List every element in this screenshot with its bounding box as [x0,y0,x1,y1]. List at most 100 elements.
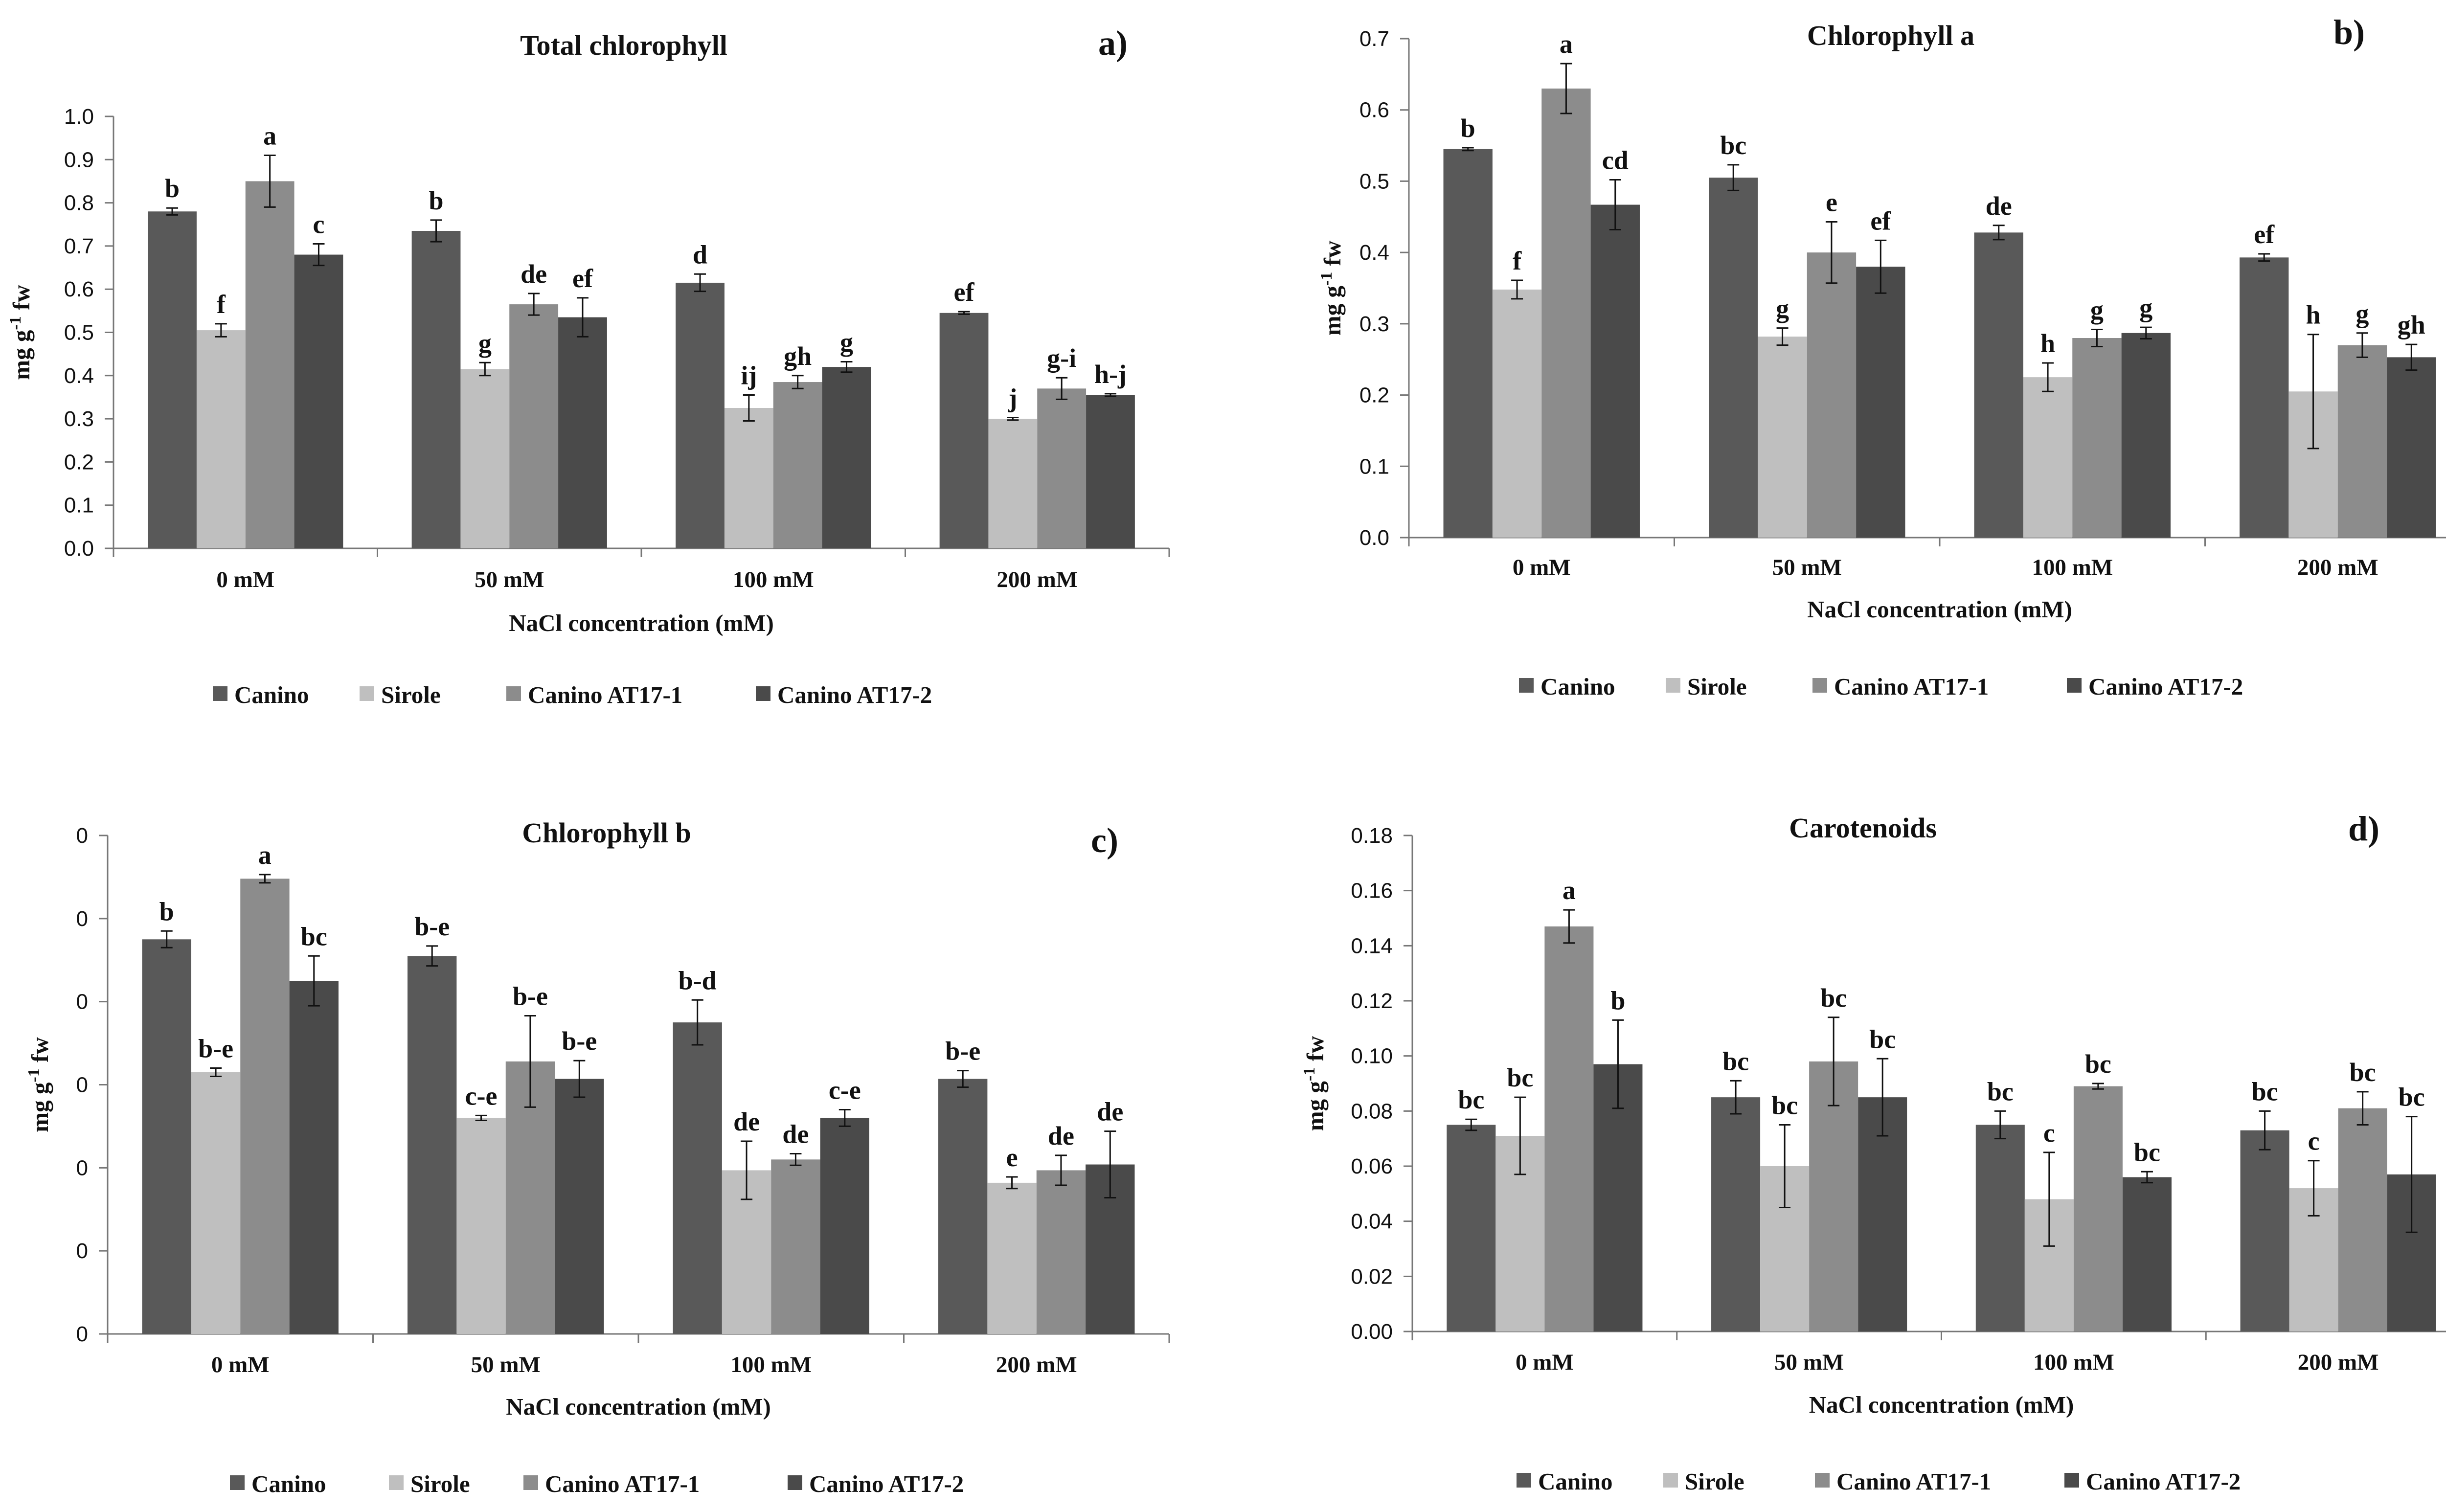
bar [1975,1125,2025,1331]
y-tick-label: 0.7 [1359,27,1389,51]
legend-swatch [230,1475,245,1490]
significance-label: bc [1507,1063,1533,1092]
significance-label: bc [1869,1024,1896,1054]
y-tick-label: 0.4 [64,364,94,388]
panel-label: d) [2348,809,2379,848]
significance-label: de [782,1119,809,1149]
bar [1711,1097,1761,1331]
y-tick-label: 0.10 [1351,1044,1393,1068]
y-tick-label: 0 [76,1239,88,1263]
legend-swatch [788,1475,802,1490]
y-tick-label: 0 [76,1156,88,1180]
x-tick-label: 100 mM [2033,1350,2114,1375]
significance-label: de [1097,1097,1123,1127]
legend-swatch [1815,1473,1830,1488]
y-axis-title: mg g-1 fw [1300,1036,1329,1131]
significance-label: de [521,259,547,289]
significance-label: g [2139,293,2152,322]
legend-label: Canino AT17-1 [1836,1468,1991,1495]
y-tick-label: 0.12 [1351,989,1393,1013]
significance-label: b-e [513,982,548,1011]
y-tick-label: 0.08 [1351,1099,1393,1123]
panel-label: c) [1091,821,1118,860]
legend-label: Sirole [1687,673,1747,700]
bar [773,382,822,548]
bar [676,282,725,548]
y-axis-title-sup: -1 [6,316,24,330]
bar [196,330,246,548]
panel-label: a) [1098,23,1128,63]
bar [2338,1108,2387,1331]
legend-swatch [523,1475,538,1490]
y-tick-label: 0.8 [64,191,94,215]
legend-swatch [389,1475,404,1490]
significance-label: f [1513,246,1522,275]
significance-label: b [429,186,444,215]
bar [2023,377,2073,538]
legend-label: Sirole [381,681,441,708]
bar [988,419,1038,548]
significance-label: de [1986,191,2012,221]
significance-label: bc [2085,1049,2111,1079]
chart-panel-c: 0 0 0 0 0 0 0 0 mM 50 mM 100 mM 200 mM b b-e b-d b-e b-… [25,817,1170,1497]
y-tick-label: 0.14 [1351,934,1393,958]
chart-title: Carotenoids [1789,812,1937,844]
bar [2121,333,2171,538]
significance-label: d [693,240,707,269]
y-tick-label: 0.16 [1351,879,1393,903]
legend-label: Canino AT17-1 [528,681,682,708]
significance-label: c-e [465,1081,498,1110]
chart-panel-b: 0.0 0.1 0.2 0.3 0.4 0.5 0.6 0.7 0 mM 50 mM 100 mM 2… [1317,13,2446,700]
y-axis-title-sup: -1 [1300,1067,1318,1081]
x-tick-label: 0 mM [211,1352,270,1377]
bar [1036,1170,1086,1334]
significance-label: b [165,174,180,203]
legend: Canino Sirole Canino AT17-1 Canino AT17-2 [1517,1468,2241,1495]
legend: Canino Sirole Canino AT17-1 Canino AT17-2 [213,681,932,708]
y-axis-title: mg g-1 fw [25,1037,53,1132]
legend: Canino Sirole Canino AT17-1 Canino AT17-2 [230,1470,964,1497]
y-tick-label: 0.6 [64,277,94,301]
legend-label: Canino AT17-1 [545,1470,700,1497]
y-axis-title-main: mg g [8,330,35,380]
legend-swatch [756,686,770,701]
y-tick-label: 0.0 [1359,526,1389,550]
legend-label: Canino [1540,673,1615,700]
bar [1447,1125,1496,1331]
legend-label: Canino AT17-1 [1834,673,1989,700]
significance-label: ef [954,277,975,307]
legend-label: Canino [251,1470,326,1497]
x-tick-label: 100 mM [2032,555,2113,580]
y-tick-label: 0 [76,1322,88,1346]
y-tick-label: 0.1 [1359,454,1389,478]
significance-label: f [217,290,226,319]
y-tick-label: 0 [76,824,88,848]
significance-label: b-e [198,1034,233,1063]
significance-label: de [1048,1121,1074,1151]
bar [987,1182,1037,1334]
y-tick-label: 1.0 [64,105,94,129]
significance-label: c-e [829,1075,861,1105]
y-axis-title-sup: -1 [1317,272,1336,286]
bar [555,1079,604,1334]
bar [2122,1177,2172,1331]
significance-label: e [1826,187,1837,217]
significance-label: b-d [679,966,717,995]
y-tick-label: 0.2 [64,450,94,474]
bar [1809,1061,1858,1331]
y-axis-title-main: mg g [1319,286,1346,336]
x-tick-label: 50 mM [471,1352,541,1377]
bar [411,230,461,548]
x-tick-label: 0 mM [1513,555,1571,580]
significance-label: g [2355,299,2369,328]
legend-swatch [506,686,521,701]
bar [724,408,773,548]
significance-label: j [1008,383,1017,412]
bar [240,879,290,1334]
significance-label: h [2306,300,2321,330]
legend-label: Sirole [410,1470,470,1497]
bar [460,369,510,548]
x-axis-title: NaCl concentration (mM) [1807,596,2072,623]
significance-label: cd [1602,146,1629,175]
